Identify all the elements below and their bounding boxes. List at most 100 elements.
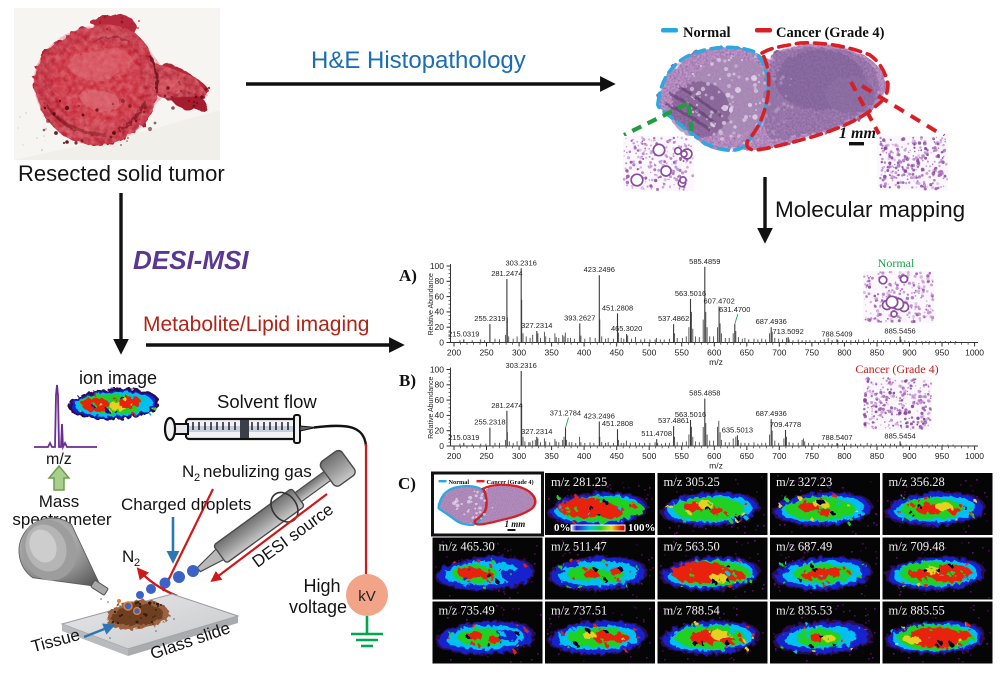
svg-text:885.5456: 885.5456 xyxy=(884,326,915,335)
svg-text:650: 650 xyxy=(740,451,754,461)
svg-text:788.5409: 788.5409 xyxy=(821,329,852,338)
svg-text:0: 0 xyxy=(439,441,444,451)
svg-text:N: N xyxy=(182,462,194,481)
svg-text:327.2314: 327.2314 xyxy=(521,427,552,436)
svg-text:537.4862: 537.4862 xyxy=(658,314,689,323)
svg-text:100: 100 xyxy=(430,364,444,374)
svg-text:500: 500 xyxy=(642,348,656,358)
svg-text:m/z 735.49: m/z 735.49 xyxy=(439,604,495,618)
svg-text:215.0319: 215.0319 xyxy=(448,329,479,338)
svg-text:nebulizing gas: nebulizing gas xyxy=(203,462,312,481)
svg-text:C): C) xyxy=(398,474,416,493)
svg-text:800: 800 xyxy=(837,451,851,461)
svg-text:m/z 835.53: m/z 835.53 xyxy=(776,604,832,618)
svg-text:m/z 356.28: m/z 356.28 xyxy=(889,475,945,489)
svg-text:303.2316: 303.2316 xyxy=(506,361,537,370)
svg-text:Normal: Normal xyxy=(878,256,915,270)
svg-text:400: 400 xyxy=(577,348,591,358)
svg-text:Relative Abundance: Relative Abundance xyxy=(428,273,435,335)
svg-text:350: 350 xyxy=(545,348,559,358)
svg-text:393.2627: 393.2627 xyxy=(564,313,595,322)
svg-text:250: 250 xyxy=(479,348,493,358)
svg-text:1 mm: 1 mm xyxy=(505,519,526,529)
svg-text:281.2474: 281.2474 xyxy=(491,269,522,278)
svg-text:687.4936: 687.4936 xyxy=(756,409,787,418)
svg-text:350: 350 xyxy=(545,451,559,461)
svg-text:Solvent flow: Solvent flow xyxy=(217,391,317,412)
svg-text:A): A) xyxy=(399,266,417,285)
svg-text:Resected solid tumor: Resected solid tumor xyxy=(18,161,225,186)
svg-text:m/z 511.47: m/z 511.47 xyxy=(551,540,607,554)
svg-text:Cancer (Grade 4): Cancer (Grade 4) xyxy=(487,479,534,486)
svg-text:DESI-MSI: DESI-MSI xyxy=(133,245,249,275)
svg-text:585.4858: 585.4858 xyxy=(689,389,720,398)
svg-text:450: 450 xyxy=(610,348,624,358)
svg-text:713.5092: 713.5092 xyxy=(772,327,803,336)
svg-text:709.4778: 709.4778 xyxy=(770,420,801,429)
svg-text:700: 700 xyxy=(772,348,786,358)
svg-text:687.4936: 687.4936 xyxy=(756,317,787,326)
svg-text:Relative Abundance: Relative Abundance xyxy=(428,377,435,439)
svg-text:450: 450 xyxy=(610,451,624,461)
svg-text:m/z 305.25: m/z 305.25 xyxy=(664,475,720,489)
svg-text:550: 550 xyxy=(675,348,689,358)
svg-text:Charged droplets: Charged droplets xyxy=(121,495,251,514)
svg-text:451.2808: 451.2808 xyxy=(602,419,633,428)
svg-text:0%: 0% xyxy=(554,522,571,534)
svg-text:465.3020: 465.3020 xyxy=(611,324,642,333)
svg-text:B): B) xyxy=(399,371,416,390)
svg-text:40: 40 xyxy=(435,307,445,317)
svg-text:H&E Histopathology: H&E Histopathology xyxy=(311,47,526,74)
svg-text:300: 300 xyxy=(512,348,526,358)
svg-text:m/z 788.54: m/z 788.54 xyxy=(664,604,721,618)
svg-text:950: 950 xyxy=(935,451,949,461)
svg-text:20: 20 xyxy=(435,426,445,436)
svg-text:100%: 100% xyxy=(628,522,656,534)
svg-text:563.5016: 563.5016 xyxy=(675,410,706,419)
svg-text:700: 700 xyxy=(772,451,786,461)
svg-text:303.2316: 303.2316 xyxy=(506,258,537,267)
svg-text:m/z 563.50: m/z 563.50 xyxy=(664,540,720,554)
svg-text:255.2319: 255.2319 xyxy=(474,314,505,323)
svg-text:250: 250 xyxy=(479,451,493,461)
svg-text:511.4708: 511.4708 xyxy=(641,429,672,438)
svg-text:750: 750 xyxy=(805,348,819,358)
svg-text:m/z 709.48: m/z 709.48 xyxy=(889,540,945,554)
svg-text:537.4861: 537.4861 xyxy=(658,416,689,425)
svg-text:423.2496: 423.2496 xyxy=(584,265,615,274)
svg-text:950: 950 xyxy=(935,348,949,358)
svg-text:m/z 885.55: m/z 885.55 xyxy=(889,604,945,618)
svg-text:Normal: Normal xyxy=(449,479,470,486)
svg-text:200: 200 xyxy=(447,348,461,358)
svg-text:451.2808: 451.2808 xyxy=(602,303,633,312)
svg-text:650: 650 xyxy=(740,348,754,358)
svg-text:215.0319: 215.0319 xyxy=(448,433,479,442)
svg-text:850: 850 xyxy=(870,451,884,461)
svg-text:200: 200 xyxy=(447,451,461,461)
svg-text:0: 0 xyxy=(439,337,444,347)
svg-text:100: 100 xyxy=(430,261,444,271)
svg-text:2: 2 xyxy=(194,472,200,484)
svg-text:1000: 1000 xyxy=(965,451,984,461)
svg-text:900: 900 xyxy=(902,451,916,461)
svg-text:Mass: Mass xyxy=(39,492,80,511)
svg-text:N: N xyxy=(122,547,134,566)
svg-text:Cancer (Grade 4): Cancer (Grade 4) xyxy=(855,362,938,376)
svg-text:585.4859: 585.4859 xyxy=(689,257,720,266)
svg-text:550: 550 xyxy=(675,451,689,461)
svg-text:1000: 1000 xyxy=(965,348,984,358)
svg-text:563.5016: 563.5016 xyxy=(675,289,706,298)
svg-text:327.2314: 327.2314 xyxy=(521,321,552,330)
svg-text:607.4702: 607.4702 xyxy=(703,297,734,306)
svg-text:371.2784: 371.2784 xyxy=(550,409,581,418)
svg-text:Metabolite/Lipid imaging: Metabolite/Lipid imaging xyxy=(143,313,369,336)
svg-text:60: 60 xyxy=(435,291,445,301)
svg-text:400: 400 xyxy=(577,451,591,461)
svg-text:600: 600 xyxy=(707,451,721,461)
svg-text:500: 500 xyxy=(642,451,656,461)
svg-text:885.5454: 885.5454 xyxy=(884,431,915,440)
svg-text:2: 2 xyxy=(134,557,140,569)
svg-text:1 mm: 1 mm xyxy=(839,125,876,142)
svg-text:kV: kV xyxy=(358,588,376,605)
svg-text:m/z 465.30: m/z 465.30 xyxy=(439,540,495,554)
